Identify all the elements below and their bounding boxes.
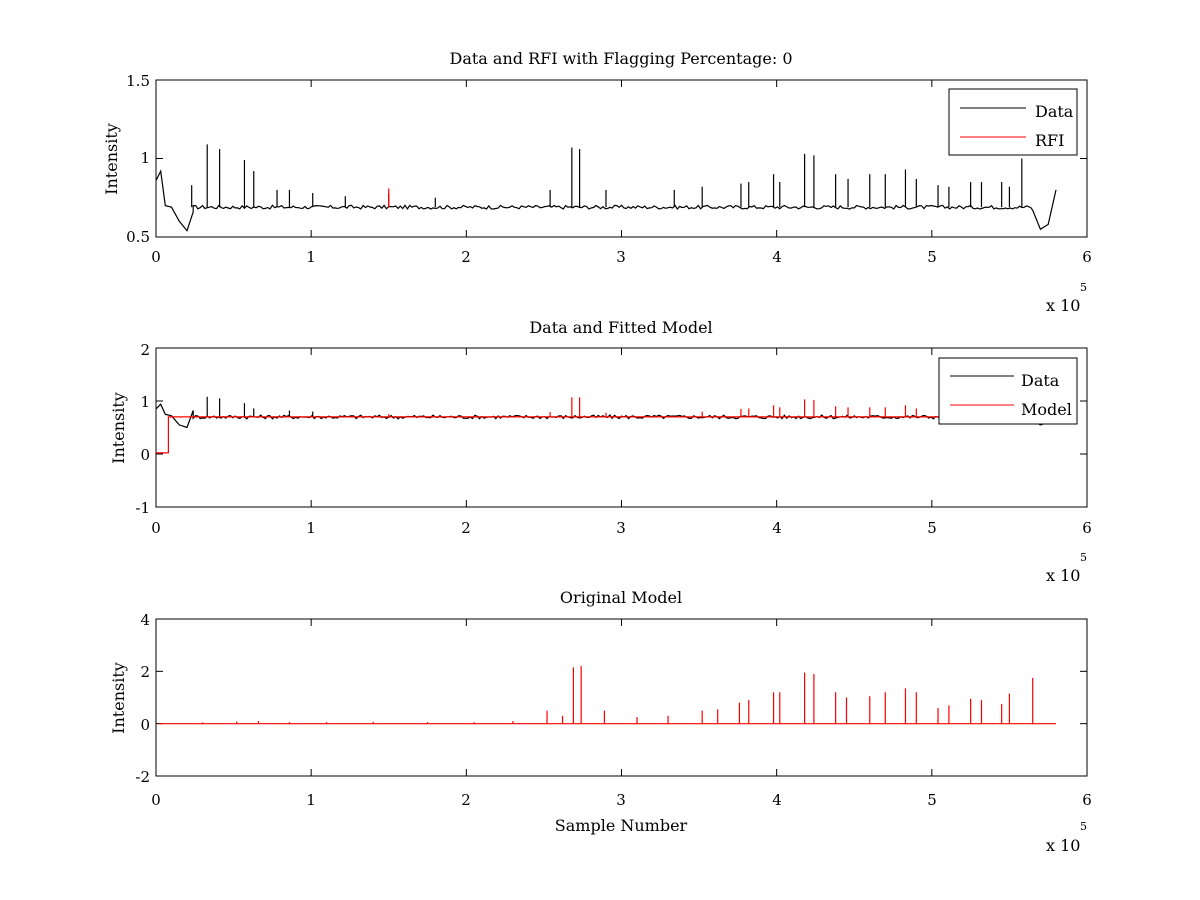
subplot-2-title: Data and Fitted Model	[529, 318, 712, 337]
y-tick-label: 4	[140, 611, 150, 629]
y-tick-label: 2	[140, 341, 150, 359]
legend-label-rfi: RFI	[1035, 131, 1064, 150]
x-tick-label: 5	[927, 791, 937, 809]
subplot-1-axes	[155, 79, 1088, 238]
x-tick-label: 2	[461, 248, 471, 266]
x-tick-label: 5	[927, 519, 937, 537]
x-tick-label: 3	[616, 519, 626, 537]
subplot-3-axes	[155, 618, 1088, 777]
x-tick-label: 0	[151, 248, 161, 266]
subplot-2-legend: Data Model	[938, 357, 1078, 425]
subplot-1-x-multiplier: x 10	[1046, 296, 1080, 315]
y-tick-label: 0	[140, 446, 150, 464]
subplot-1-ylabel: Intensity	[102, 123, 121, 195]
x-tick-label: 6	[1082, 248, 1092, 266]
subplot-2-x-multiplier: x 10	[1046, 566, 1080, 585]
x-tick-label: 0	[151, 519, 161, 537]
x-tick-label: 4	[772, 519, 782, 537]
subplot-3-x-exponent: 5	[1080, 820, 1087, 833]
subplot-3-ylabel: Intensity	[109, 662, 128, 734]
y-tick-label: 1	[140, 149, 150, 167]
subplot-3: Original Model 0 1 2 3 4 5 6 -2 0 2 4 In…	[109, 588, 1092, 855]
x-tick-label: 5	[927, 248, 937, 266]
x-tick-label: 1	[306, 248, 316, 266]
subplot-1-legend: Data RFI	[948, 88, 1078, 156]
legend-label-data: Data	[1021, 371, 1060, 390]
legend-box	[948, 88, 1078, 156]
legend-box	[938, 357, 1078, 425]
subplot-1-ticks: 0 1 2 3 4 5 6 0.5 1 1.5	[126, 72, 1092, 266]
subplot-3-xlabel: Sample Number	[555, 816, 688, 835]
x-tick-label: 3	[616, 248, 626, 266]
series-data-0-line	[155, 169, 1057, 232]
subplot-1-marks	[155, 79, 1088, 238]
y-tick-label: 1	[140, 393, 150, 411]
subplot-3-marks	[155, 618, 1088, 777]
subplot-2-x-exponent: 5	[1080, 551, 1087, 564]
series-model-1-line	[156, 416, 1056, 454]
subplot-2-ticks: 0 1 2 3 4 5 6 -1 0 1 2	[135, 341, 1091, 537]
subplot-3-title: Original Model	[560, 588, 682, 607]
subplot-2-marks	[155, 347, 1088, 508]
y-tick-label: 0	[140, 716, 150, 734]
subplot-1-x-exponent: 5	[1080, 281, 1087, 294]
subplot-3-x-multiplier: x 10	[1046, 836, 1080, 855]
subplot-2-ylabel: Intensity	[109, 392, 128, 464]
x-tick-label: 3	[616, 791, 626, 809]
legend-label-data: Data	[1035, 102, 1074, 121]
x-tick-label: 1	[306, 519, 316, 537]
x-tick-label: 6	[1082, 791, 1092, 809]
y-tick-label: 1.5	[126, 72, 150, 90]
subplot-2: Data and Fitted Model 0 1 2 3 4 5 6 -1 0…	[109, 318, 1092, 585]
x-tick-label: 2	[461, 791, 471, 809]
subplot-1: Data and RFI with Flagging Percentage: 0…	[102, 49, 1092, 315]
x-tick-label: 1	[306, 791, 316, 809]
x-tick-label: 6	[1082, 519, 1092, 537]
subplot-2-axes	[155, 347, 1088, 508]
x-tick-label: 4	[772, 248, 782, 266]
y-tick-label: -2	[135, 768, 150, 786]
legend-label-model: Model	[1021, 400, 1072, 419]
subplot-3-ticks: 0 1 2 3 4 5 6 -2 0 2 4	[135, 611, 1091, 809]
y-tick-label: 2	[140, 663, 150, 681]
subplot-1-title: Data and RFI with Flagging Percentage: 0	[449, 49, 792, 68]
x-tick-label: 0	[151, 791, 161, 809]
y-tick-label: 0.5	[126, 228, 150, 246]
x-tick-label: 2	[461, 519, 471, 537]
series-data-1-line	[155, 403, 1057, 429]
x-tick-label: 4	[772, 791, 782, 809]
y-tick-label: -1	[135, 499, 150, 517]
